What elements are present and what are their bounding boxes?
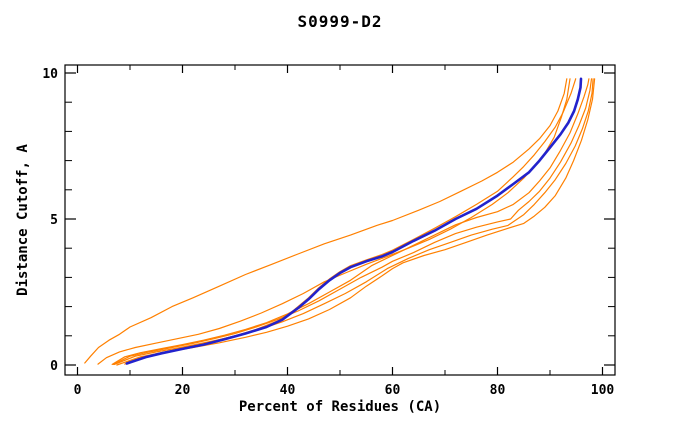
curve-model-4: [111, 78, 590, 365]
x-tick-label: 40: [280, 383, 296, 398]
y-axis-label: Distance Cutoff, A: [15, 144, 31, 296]
x-tick-label: 100: [591, 383, 615, 398]
y-tick-label: 5: [50, 213, 58, 228]
x-axis-label: Percent of Residues (CA): [238, 399, 442, 415]
curve-model-3-hugging: [124, 78, 577, 365]
curve-model-1-outlier: [84, 78, 568, 364]
curve-highlighted-model: [125, 77, 583, 365]
y-tick-label: 0: [50, 359, 58, 374]
x-tick-label: 60: [385, 383, 401, 398]
x-tick-label: 0: [74, 383, 82, 398]
x-tick-label: 80: [490, 383, 506, 398]
x-tick-label: 20: [175, 383, 191, 398]
curve-model-6: [113, 78, 594, 365]
chart-title: S0999-D2: [297, 12, 383, 31]
curve-model-7: [116, 78, 596, 366]
y-tick-label: 10: [42, 67, 58, 82]
plot-frame: [64, 64, 616, 376]
curve-model-5: [112, 78, 593, 365]
